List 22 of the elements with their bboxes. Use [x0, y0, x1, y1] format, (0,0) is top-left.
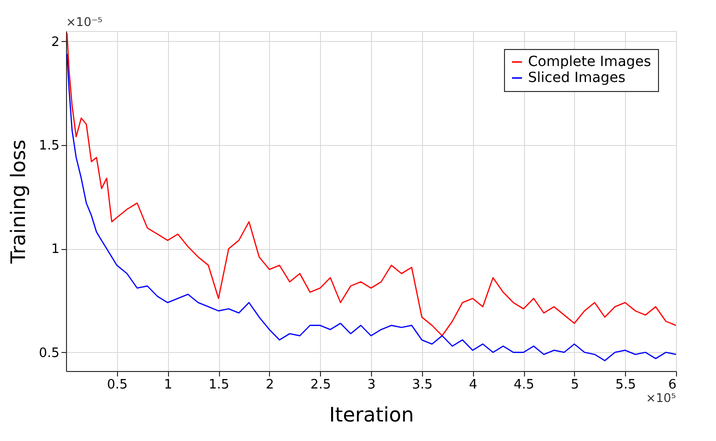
- x-tick-label: 1: [164, 378, 172, 392]
- x-tick-label: 0.5: [106, 378, 128, 392]
- y-tick-label: 1: [51, 242, 60, 258]
- x-tick-label: 1.5: [208, 378, 230, 392]
- y-axis-title: Training loss: [6, 140, 30, 264]
- x-tick-label: 5: [570, 378, 579, 392]
- y-tick-label: 0.5: [38, 346, 60, 361]
- legend-label: Complete Images: [528, 54, 652, 70]
- x-tick-label: 4: [469, 378, 478, 392]
- x-tick-label: 5.5: [615, 378, 636, 392]
- x-tick-label: 4.5: [514, 378, 534, 392]
- y-tick-label: 1.5: [38, 138, 60, 154]
- x-tick-label: 3.5: [412, 378, 433, 392]
- x-tick-label: 3: [367, 378, 376, 392]
- x-tick-label: 2.5: [310, 378, 332, 392]
- x-tick-label: 6: [668, 378, 676, 392]
- legend-label: Sliced Images: [528, 70, 626, 86]
- x-tick-label: 2: [266, 378, 274, 392]
- y-tick-label: 2: [51, 34, 60, 50]
- x-axis-title: Iteration: [329, 402, 414, 426]
- text: ×10⁻⁵: [66, 15, 103, 29]
- text: ×10⁵: [646, 391, 676, 405]
